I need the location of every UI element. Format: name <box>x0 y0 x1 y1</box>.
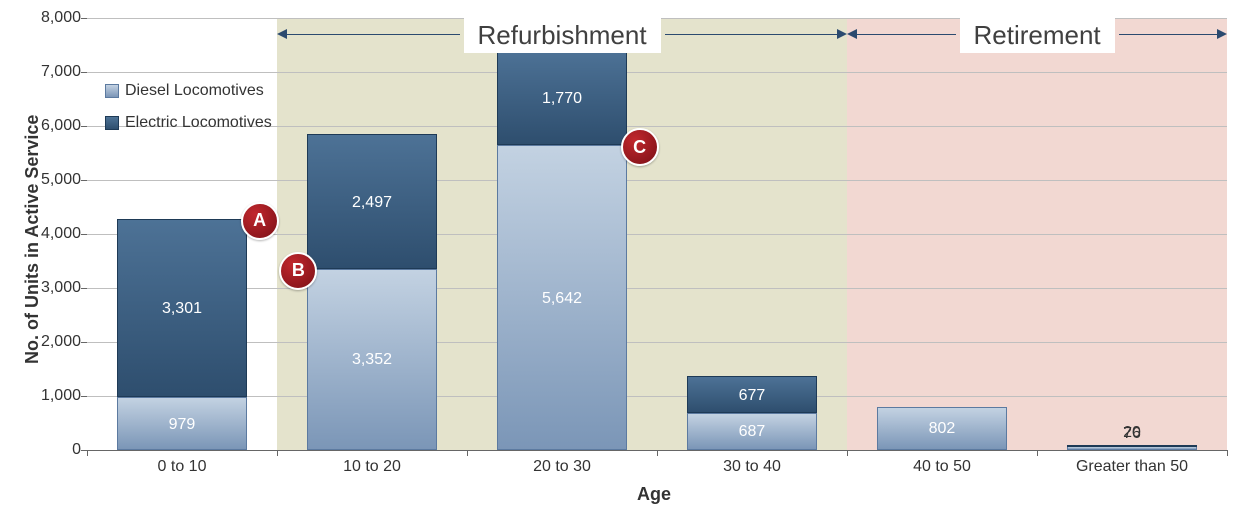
gridline <box>87 72 1227 73</box>
bar-value-label: 2,497 <box>308 194 435 212</box>
callout-badge-a: A <box>241 202 279 240</box>
bar-value-label: 687 <box>688 423 815 441</box>
callout-badge-c: C <box>621 128 659 166</box>
zone-arrowhead-retirement-right <box>1217 29 1227 39</box>
legend-swatch <box>105 116 119 130</box>
y-axis-title: No. of Units in Active Service <box>22 115 43 364</box>
x-tick-mark <box>847 450 848 456</box>
legend-swatch <box>105 84 119 98</box>
gridline <box>87 396 1227 397</box>
x-tick-label: 30 to 40 <box>723 450 781 476</box>
legend-label: Diesel Locomotives <box>125 82 264 100</box>
x-tick-mark <box>467 450 468 456</box>
zone-arrow-retirement-right <box>1119 34 1220 35</box>
bar-value-label: 1,770 <box>498 90 625 108</box>
zone-arrow-refurbishment-right <box>665 34 840 35</box>
chart-container: { "chart": { "type": "stacked-bar", "wid… <box>0 0 1258 524</box>
zone-arrow-retirement-left <box>855 34 956 35</box>
bar-value-label: 677 <box>688 387 815 405</box>
bar-segment: 979 <box>117 397 246 450</box>
gridline <box>87 288 1227 289</box>
x-tick-label: 10 to 20 <box>343 450 401 476</box>
bar-value-label: 5,642 <box>498 290 625 308</box>
bar-segment: 687 <box>687 413 816 450</box>
bar-value-label: 979 <box>118 416 245 434</box>
x-tick-label: 20 to 30 <box>533 450 591 476</box>
bar-value-label: 3,301 <box>118 300 245 318</box>
bar-segment: 5,642 <box>497 145 626 450</box>
zone-arrowhead-retirement-left <box>847 29 857 39</box>
legend: Diesel Locomotives Electric Locomotives <box>105 82 272 146</box>
bar-value-label: 3,352 <box>308 351 435 369</box>
x-tick-mark <box>657 450 658 456</box>
bar-value-label: 802 <box>878 420 1005 438</box>
legend-label: Electric Locomotives <box>125 114 272 132</box>
x-tick-mark <box>1037 450 1038 456</box>
bar-segment: 2,497 <box>307 134 436 269</box>
gridline <box>87 180 1227 181</box>
zone-arrowhead-refurbishment-left <box>277 29 287 39</box>
x-tick-label: Greater than 50 <box>1076 450 1188 476</box>
x-axis-title: Age <box>637 484 671 505</box>
bar-segment: 3,352 <box>307 269 436 450</box>
legend-item: Electric Locomotives <box>105 114 272 132</box>
legend-item: Diesel Locomotives <box>105 82 272 100</box>
bar-segment <box>1067 445 1196 447</box>
x-tick-mark <box>1227 450 1228 456</box>
x-tick-mark <box>277 450 278 456</box>
bar-value-label: 20 <box>1067 424 1196 442</box>
bar-segment: 1,770 <box>497 50 626 146</box>
bar-segment: 3,301 <box>117 219 246 397</box>
bar-segment: 677 <box>687 376 816 413</box>
x-tick-label: 40 to 50 <box>913 450 971 476</box>
zone-arrow-refurbishment-left <box>285 34 460 35</box>
zone-arrowhead-refurbishment-right <box>837 29 847 39</box>
x-tick-label: 0 to 10 <box>158 450 207 476</box>
bar-segment: 802 <box>877 407 1006 450</box>
zone-label-retirement: Retirement <box>960 18 1115 53</box>
x-tick-mark <box>87 450 88 456</box>
zone-label-refurbishment: Refurbishment <box>464 18 661 53</box>
gridline <box>87 342 1227 343</box>
